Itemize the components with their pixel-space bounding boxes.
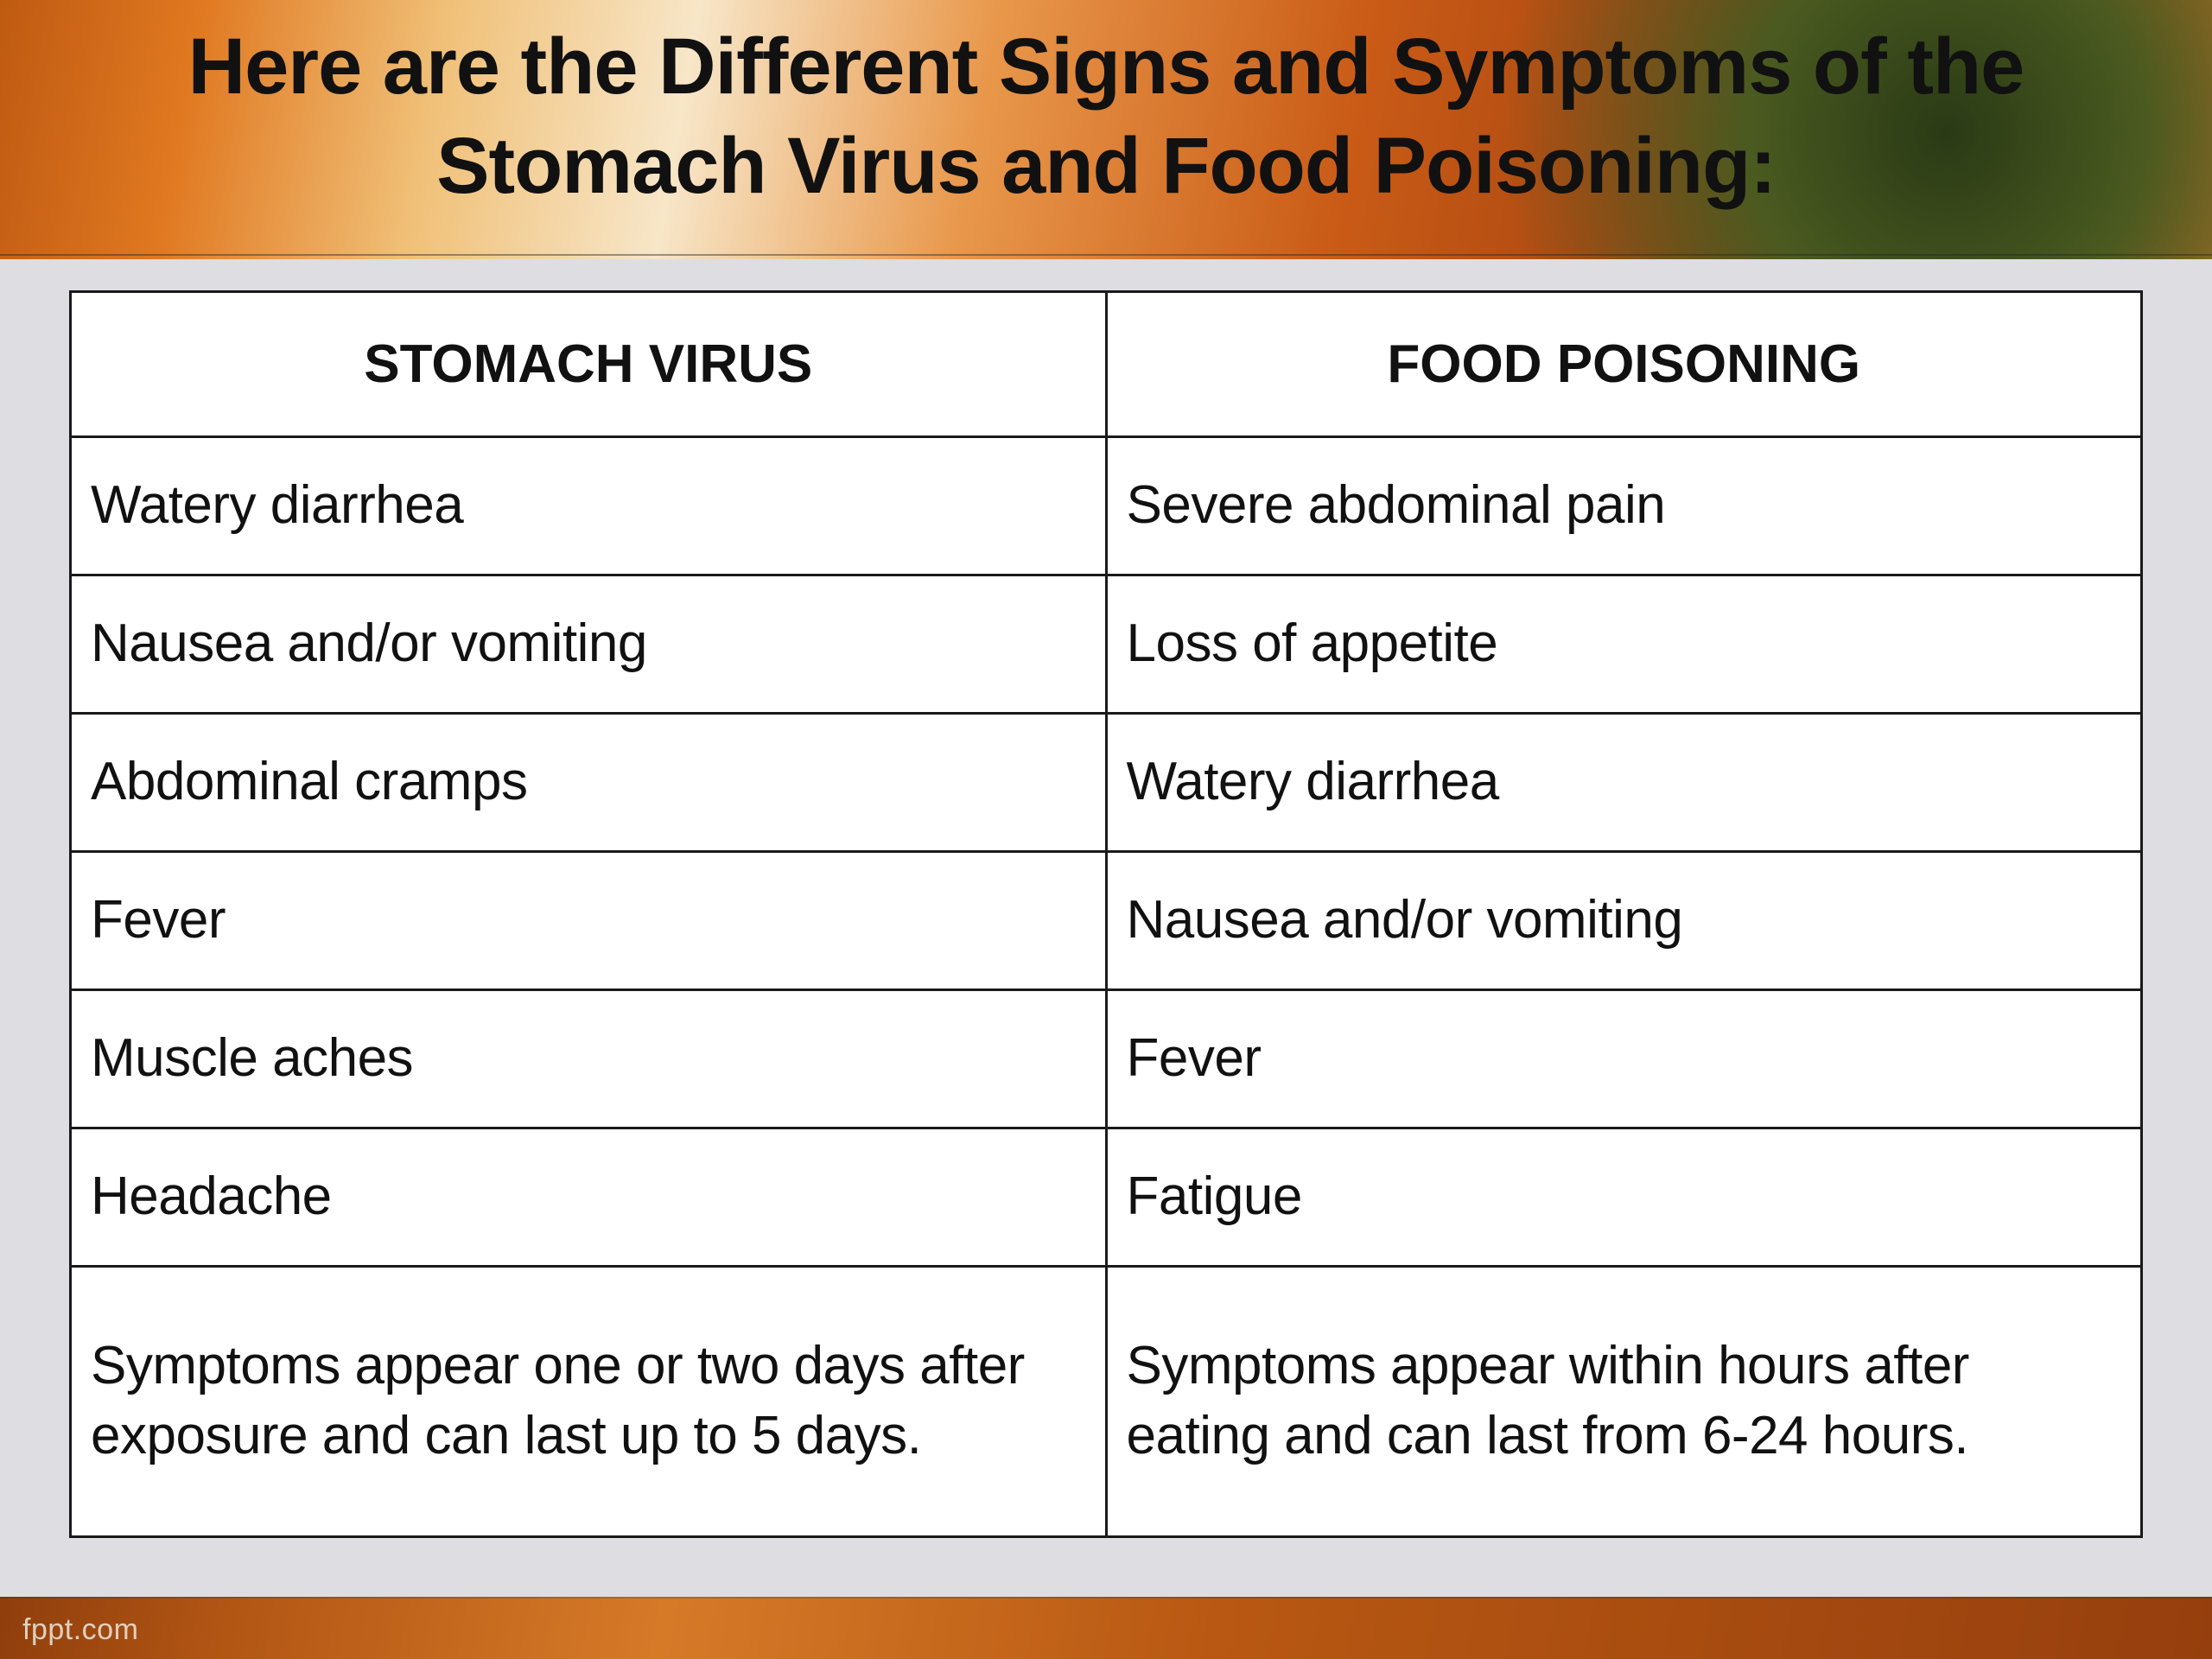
col-header-food-poisoning: FOOD POISONING [1106, 292, 2142, 437]
table-row: Nausea and/or vomiting Loss of appetite [71, 575, 2142, 714]
cell-stomach-virus: Muscle aches [71, 990, 1107, 1128]
comparison-table: STOMACH VIRUS FOOD POISONING Watery diar… [69, 290, 2143, 1538]
title-underline [0, 254, 2212, 256]
cell-food-poisoning: Loss of appetite [1106, 575, 2142, 714]
table-row: Watery diarrhea Severe abdominal pain [71, 437, 2142, 575]
cell-stomach-virus: Abdominal cramps [71, 714, 1107, 852]
table-panel: STOMACH VIRUS FOOD POISONING Watery diar… [0, 259, 2212, 1599]
cell-stomach-virus: Headache [71, 1128, 1107, 1267]
cell-food-poisoning: Watery diarrhea [1106, 714, 2142, 852]
cell-food-poisoning: Nausea and/or vomiting [1106, 852, 2142, 990]
table-header-row: STOMACH VIRUS FOOD POISONING [71, 292, 2142, 437]
cell-stomach-virus: Fever [71, 852, 1107, 990]
title-band: Here are the Different Signs and Symptom… [0, 17, 2212, 251]
cell-stomach-virus: Watery diarrhea [71, 437, 1107, 575]
cell-food-poisoning: Severe abdominal pain [1106, 437, 2142, 575]
table-row: Muscle aches Fever [71, 990, 2142, 1128]
watermark-text: fppt.com [22, 1613, 138, 1647]
cell-food-poisoning: Symptoms appear within hours after eatin… [1106, 1267, 2142, 1537]
cell-food-poisoning: Fatigue [1106, 1128, 2142, 1267]
bottom-strip: fppt.com [0, 1597, 2212, 1659]
table-row: Fever Nausea and/or vomiting [71, 852, 2142, 990]
table-row: Headache Fatigue [71, 1128, 2142, 1267]
table-row: Abdominal cramps Watery diarrhea [71, 714, 2142, 852]
cell-stomach-virus: Nausea and/or vomiting [71, 575, 1107, 714]
table-row: Symptoms appear one or two days after ex… [71, 1267, 2142, 1537]
cell-stomach-virus: Symptoms appear one or two days after ex… [71, 1267, 1107, 1537]
slide-title: Here are the Different Signs and Symptom… [35, 17, 2177, 216]
col-header-stomach-virus: STOMACH VIRUS [71, 292, 1107, 437]
cell-food-poisoning: Fever [1106, 990, 2142, 1128]
slide-background: Here are the Different Signs and Symptom… [0, 0, 2212, 1659]
